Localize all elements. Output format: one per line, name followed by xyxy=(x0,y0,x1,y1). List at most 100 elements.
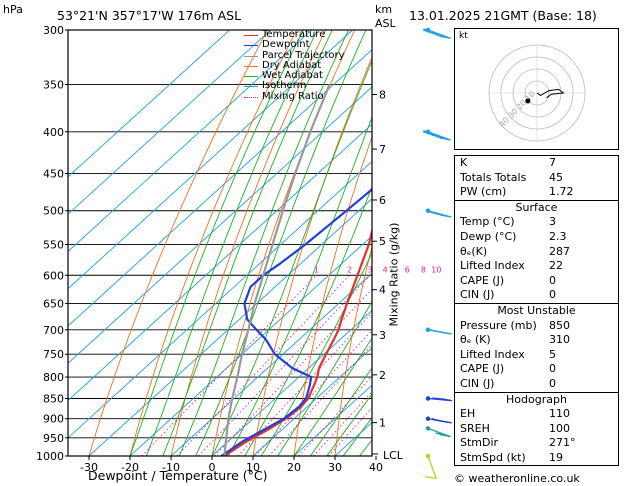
row-label: CAPE (J) xyxy=(460,362,505,376)
isotherm-line xyxy=(211,309,372,456)
mixing-ratio-label: 8 xyxy=(421,265,426,274)
pressure-tick-label: 500 xyxy=(43,205,64,218)
table-row: Totals Totals 45 xyxy=(455,171,618,186)
mixing-ratio-label: 1 xyxy=(314,265,319,274)
table-row: CAPE (J) 0 xyxy=(455,274,618,289)
pressure-tick-label: 400 xyxy=(43,126,64,139)
mixing-ratio-line xyxy=(237,312,372,456)
section-header: Surface xyxy=(455,199,618,216)
row-value: 2.3 xyxy=(549,229,567,243)
table-row: EH 110 xyxy=(455,407,618,422)
pressure-tick-label: 850 xyxy=(43,392,64,405)
row-value: 1.72 xyxy=(549,185,574,199)
mixing-ratio-line xyxy=(176,274,350,456)
km-tick-label: 6 xyxy=(379,194,386,207)
km-tick-label: 8 xyxy=(379,89,386,102)
pressure-tick-label: 300 xyxy=(43,24,64,37)
row-value: 271° xyxy=(549,436,576,450)
mixing-ratio-line xyxy=(298,375,372,456)
pressure-tick-label: 800 xyxy=(43,371,64,384)
row-label: EH xyxy=(460,407,476,421)
storm-motion-marker xyxy=(525,98,531,104)
dry-adiabat-line xyxy=(88,30,268,456)
wet-adiabat-line xyxy=(195,30,367,456)
table-row: StmDir 271° xyxy=(455,436,618,451)
table-row: Pressure (mb) 850 xyxy=(455,319,618,334)
table-row: Lifted Index 5 xyxy=(455,348,618,363)
isotherm-line xyxy=(88,198,372,456)
km-tick-label: 3 xyxy=(379,329,386,342)
km-tick-label: 7 xyxy=(379,143,386,156)
row-label: SREH xyxy=(460,421,490,435)
pressure-tick-label: 950 xyxy=(43,432,64,445)
legend-swatch xyxy=(244,55,258,57)
table-row: Dewp (°C) 2.3 xyxy=(455,230,618,245)
legend-item: Mixing Ratio xyxy=(244,91,345,102)
wet-adiabat-line xyxy=(326,393,372,456)
pressure-tick-label: 1000 xyxy=(36,450,64,463)
dry-adiabat-line xyxy=(129,30,297,456)
table-row: CIN (J) 0 xyxy=(455,377,618,392)
mixing-ratio-line xyxy=(268,344,372,456)
row-value: 100 xyxy=(549,421,570,435)
section-header: Hodograph xyxy=(455,391,618,408)
plot-area xyxy=(68,30,372,456)
legend-label: Temperature xyxy=(262,29,326,40)
row-label: Dewp (°C) xyxy=(460,229,517,243)
isotherm-line xyxy=(68,30,230,178)
mixing-ratio-axis-title: Mixing Ratio (g/kg) xyxy=(387,222,401,327)
pressure-tick-label: 350 xyxy=(43,79,64,92)
legend-item: Wet Adiabat xyxy=(244,71,345,81)
row-value: 5 xyxy=(549,347,556,361)
mixing-ratio-line xyxy=(327,407,372,456)
row-label: StmSpd (kt) xyxy=(460,450,526,464)
table-row: SREH 100 xyxy=(455,422,618,437)
legend-item: Isotherm xyxy=(244,81,345,91)
lcl-label: LCL xyxy=(383,449,403,462)
table-row: Lifted Index 22 xyxy=(455,259,618,274)
row-label: K xyxy=(460,156,468,169)
section-header: Most Unstable xyxy=(455,302,618,319)
row-label: Lifted Index xyxy=(460,259,525,273)
mixing-ratio-label: 4 xyxy=(383,265,388,274)
pressure-tick-label: 900 xyxy=(43,413,64,426)
temp-tick-label: 30 xyxy=(328,461,342,474)
wet-adiabat-line xyxy=(228,116,372,456)
wet-adiabat-line xyxy=(145,30,318,456)
row-label: PW (cm) xyxy=(460,185,507,199)
row-label: CIN (J) xyxy=(460,288,495,302)
temp-tick-label: 10 xyxy=(246,461,260,474)
row-value: 0 xyxy=(549,362,556,376)
row-value: 850 xyxy=(549,318,570,332)
chart-legend: Temperature Dewpoint Parcel Trajectory Dry … xyxy=(244,29,345,102)
isotherm-line xyxy=(68,160,372,439)
asl-unit-label: ASL xyxy=(375,17,396,30)
row-value: 7 xyxy=(549,156,556,169)
row-label: θₑ (K) xyxy=(460,333,491,347)
temp-tick-label: -20 xyxy=(121,461,139,474)
datetime-title: 13.01.2025 21GMT (Base: 18) xyxy=(409,8,597,23)
pressure-tick-label: 600 xyxy=(43,269,64,282)
wind-barb xyxy=(425,416,452,424)
mixing-ratio-line xyxy=(141,274,317,456)
row-value: 45 xyxy=(549,170,563,184)
isotherm-line xyxy=(68,30,271,215)
legend-swatch xyxy=(244,65,258,67)
legend-item: Dewpoint xyxy=(244,40,345,50)
wet-adiabat-line xyxy=(277,300,372,456)
indices-table: K 7 Totals Totals 45 PW (cm) 1.72 Surface Temp … xyxy=(454,155,619,467)
table-row: PW (cm) 1.72 xyxy=(455,185,618,200)
pressure-tick-label: 550 xyxy=(43,238,64,251)
row-label: θₑ(K) xyxy=(460,244,488,258)
legend-item: Parcel Trajectory xyxy=(244,50,345,61)
copyright-footer: © weatheronline.co.uk xyxy=(454,472,580,485)
dewpoint-line xyxy=(220,187,372,456)
table-row: Temp (°C) 3 xyxy=(455,215,618,230)
wind-barb xyxy=(425,426,451,438)
mixing-ratio-line xyxy=(198,274,371,456)
mixing-ratio-label: 2 xyxy=(347,265,352,274)
wind-barb xyxy=(423,129,451,141)
